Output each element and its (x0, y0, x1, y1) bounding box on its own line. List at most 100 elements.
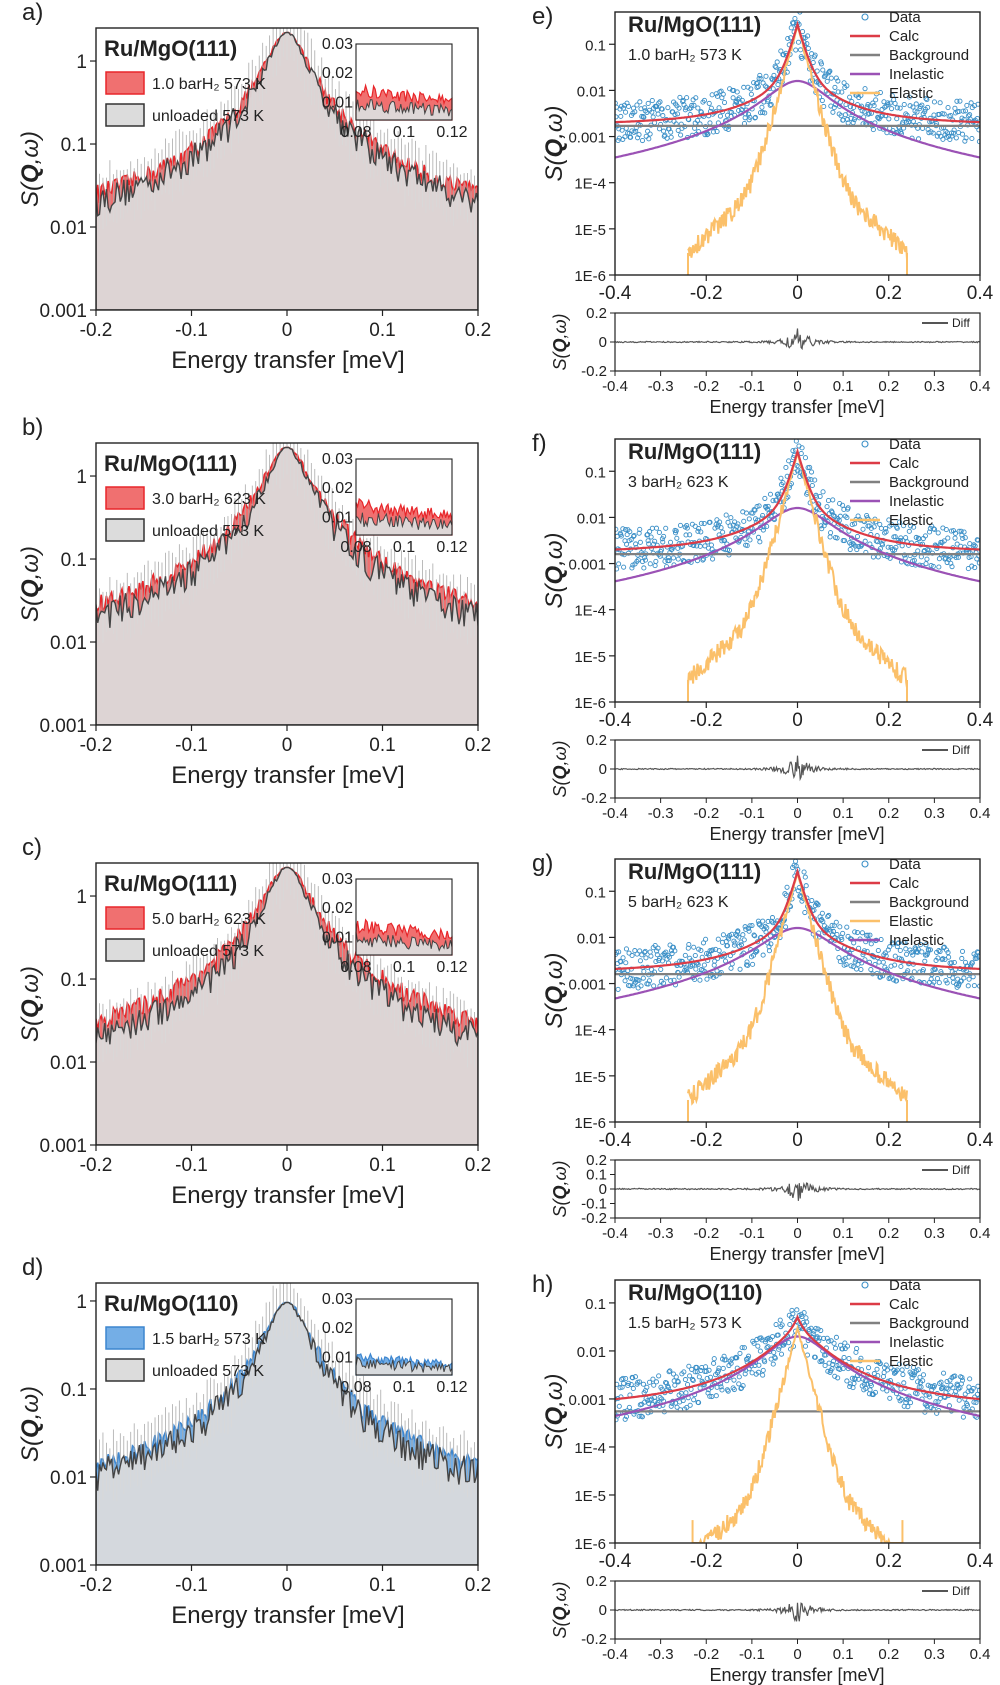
y-axis-label-part: ,ω) (550, 313, 570, 338)
unloaded-area (96, 866, 478, 1145)
data-point (653, 959, 659, 965)
data-point (873, 97, 879, 103)
x-tick-label: 0.2 (876, 283, 902, 304)
data-point (762, 1359, 768, 1365)
diff-y-tick-label: 0.1 (586, 1167, 607, 1184)
inset-y-tick-label: 0.02 (322, 1320, 353, 1337)
data-point (821, 1335, 827, 1341)
data-point (718, 525, 724, 531)
legend-label-elastic: Elastic (889, 1353, 934, 1370)
data-point (899, 1367, 905, 1373)
condition-label: 3 barH₂ 623 K (628, 474, 729, 491)
legend-swatch-loaded (105, 486, 145, 510)
data-point (830, 512, 837, 518)
y-tick-label: 0.001 (39, 1556, 87, 1577)
data-point (964, 1402, 971, 1408)
y-axis-label-part: ,ω) (17, 966, 44, 999)
legend-swatch-unloaded (105, 518, 145, 542)
data-point (783, 924, 789, 930)
data-point (824, 78, 830, 84)
data-point (632, 109, 638, 115)
data-point (811, 907, 817, 913)
data-point (849, 1375, 855, 1381)
data-point (723, 512, 729, 518)
data-point (663, 525, 669, 531)
data-point (624, 532, 630, 538)
data-point (616, 949, 622, 955)
inset-x-tick-label: 0.08 (340, 959, 371, 976)
data-point (858, 1355, 864, 1361)
sample-title: Ru/MgO(111) (104, 451, 237, 476)
data-point (769, 915, 776, 921)
data-point (710, 556, 716, 562)
data-point (914, 949, 920, 955)
data-point (696, 1374, 702, 1380)
data-point (847, 1383, 853, 1390)
legend-label-background: Background (889, 47, 969, 64)
data-point (701, 962, 707, 968)
data-point (623, 541, 630, 547)
y-tick-label: 1 (76, 1292, 87, 1313)
data-point (716, 105, 722, 111)
data-point (687, 1373, 693, 1379)
panel-f: -0.4 -0.2 0 0.2 0.41E-61E-51E-40.0010.010.1S… (532, 430, 994, 844)
data-point (805, 33, 811, 39)
data-point (939, 957, 945, 963)
data-point (618, 533, 624, 539)
data-point (900, 1371, 906, 1378)
data-point (910, 952, 916, 958)
data-point (635, 557, 641, 563)
panel-label: f) (532, 430, 547, 457)
data-point (936, 556, 942, 562)
plot-area (96, 1283, 478, 1565)
data-point (656, 126, 663, 132)
diff-x-tick-label: 0.1 (833, 378, 854, 395)
data-point (741, 1345, 747, 1351)
data-point (918, 1384, 924, 1390)
data-point (698, 947, 704, 954)
y-axis-label-part: Q (541, 139, 568, 158)
diff-x-tick-label: -0.3 (648, 378, 674, 395)
data-point (801, 1310, 807, 1316)
y-tick-label: 0.1 (61, 550, 87, 571)
data-point (850, 120, 856, 126)
data-point (762, 83, 768, 89)
data-point (965, 983, 971, 989)
data-point (923, 942, 929, 948)
data-point (875, 948, 881, 954)
data-point (647, 131, 653, 137)
data-point (690, 1377, 696, 1384)
data-point (874, 1366, 880, 1372)
data-point (952, 105, 958, 111)
diff-y-axis-label: S(Q,ω) (550, 313, 570, 370)
diff-x-axis-label: Energy transfer [meV] (709, 1244, 884, 1264)
data-point (780, 480, 786, 486)
condition-label: 1.0 barH₂ 573 K (628, 47, 742, 64)
data-point (843, 961, 849, 967)
data-point (937, 948, 943, 955)
diff-x-axis-label: Energy transfer [meV] (709, 397, 884, 417)
data-point (808, 1325, 814, 1331)
data-point (636, 977, 642, 983)
inset-y-tick-label: 0.02 (322, 65, 353, 82)
data-point (735, 928, 741, 934)
data-point (853, 966, 860, 972)
data-point (620, 105, 626, 111)
data-point (828, 75, 834, 81)
data-point (685, 1382, 691, 1388)
data-point (630, 1375, 636, 1381)
data-point (615, 949, 620, 955)
diff-line (614, 1602, 981, 1623)
y-axis-label-part: S( (17, 1015, 44, 1042)
data-point (725, 1388, 731, 1394)
data-point (812, 1354, 818, 1360)
data-point (623, 946, 629, 952)
data-point (676, 974, 682, 980)
data-point (661, 128, 667, 134)
diff-x-tick-label: -0.2 (693, 1646, 719, 1663)
data-point (848, 963, 854, 969)
data-point (810, 1331, 816, 1337)
data-point (852, 1376, 858, 1382)
data-point (685, 945, 691, 951)
diff-x-tick-label: 0 (793, 378, 801, 395)
